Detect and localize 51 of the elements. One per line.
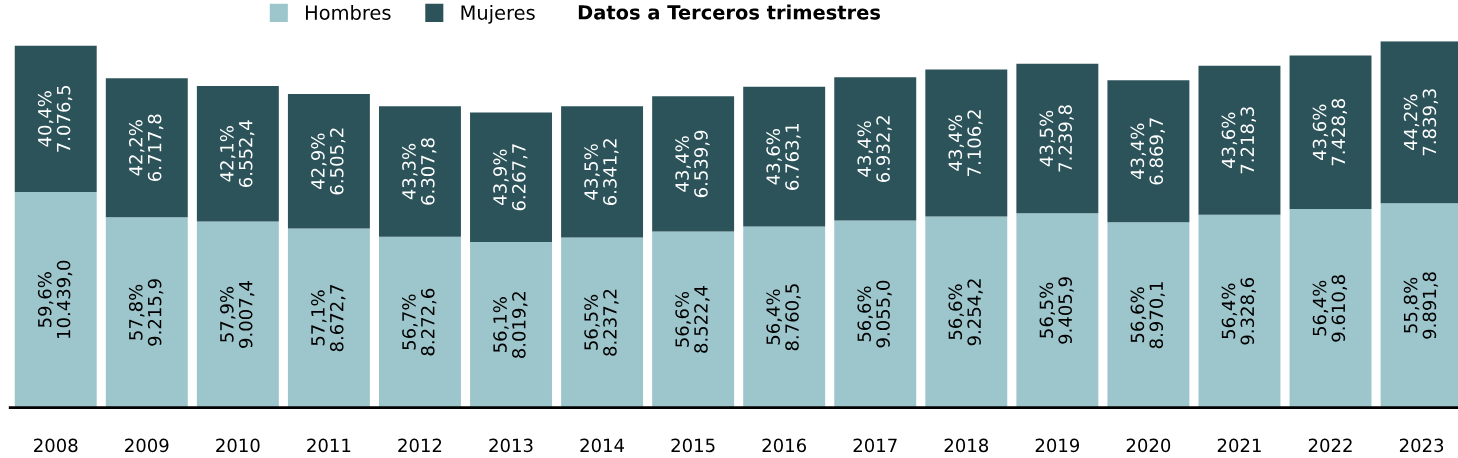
x-tick-label: 2013: [489, 438, 533, 453]
x-tick-label: 2015: [671, 438, 715, 453]
data-label: 43,4% 6.869,7: [1130, 118, 1165, 185]
x-tick-label: 2016: [762, 438, 807, 453]
data-label: 55,8% 9.891,8: [1403, 272, 1439, 339]
data-label: 43,6% 7.218,3: [1221, 107, 1256, 174]
x-tick-label: 2009: [125, 438, 169, 453]
x-tick-label: 2011: [307, 438, 351, 453]
data-label: 56,4% 8.760,5: [766, 284, 801, 351]
data-label: 56,5% 9.405,9: [1039, 277, 1074, 344]
data-label: 56,6% 8.970,1: [1130, 282, 1165, 349]
legend-label: Hombres: [305, 4, 391, 20]
data-label: 56,6% 8.522,4: [675, 286, 710, 353]
data-label: 43,5% 6.341,2: [584, 139, 619, 206]
data-label: 57,9% 9.007,4: [220, 281, 255, 348]
x-tick-label: 2019: [1035, 438, 1080, 453]
x-tick-label: 2014: [580, 438, 625, 453]
x-tick-label: 2018: [944, 438, 989, 453]
x-tick-label: 2010: [216, 438, 260, 453]
x-tick-label: 2020: [1126, 438, 1171, 453]
data-label: 56,1% 8.019,2: [493, 292, 528, 358]
data-label: 56,5% 8.237,2: [584, 289, 619, 356]
data-label: 57,1% 8.672,7: [311, 285, 346, 352]
data-label: 42,1% 6.552,4: [220, 120, 255, 187]
data-label: 57,8% 9.215,9: [128, 279, 164, 346]
data-label: 43,6% 6.763,1: [766, 123, 801, 190]
data-label: 43,4% 6.539,9: [675, 130, 710, 198]
data-label: 43,5% 7.239,8: [1039, 105, 1074, 172]
data-label: 56,4% 9.610,8: [1312, 275, 1348, 342]
data-label: 59,6% 10.439,0: [37, 260, 73, 338]
chart-title: Datos a Terceros trimestres: [578, 4, 880, 20]
x-tick-label: 2021: [1217, 438, 1261, 453]
data-label: 56,6% 9.055,0: [857, 280, 892, 348]
data-label: 44,2% 7.839,3: [1403, 89, 1439, 156]
data-label: 56,6% 9.254,2: [948, 279, 983, 346]
data-label: 43,3% 6.307,8: [402, 138, 437, 205]
x-tick-label: 2017: [853, 438, 897, 453]
data-label: 40,4% 7.076,5: [37, 85, 73, 152]
data-label: 56,4% 9.328,6: [1221, 277, 1256, 345]
data-label: 43,4% 7.106,2: [948, 110, 983, 176]
data-label: 43,6% 7.428,8: [1312, 99, 1348, 166]
x-tick-label: 2023: [1399, 438, 1444, 453]
legend-label: Mujeres: [461, 4, 535, 24]
x-tick-label: 2012: [398, 438, 442, 453]
data-label: 43,4% 6.932,2: [857, 116, 892, 183]
data-label: 56,7% 8.272,6: [402, 288, 437, 356]
data-label: 43,9% 6.267,7: [493, 144, 528, 211]
data-label: 42,9% 6.505,2: [311, 128, 346, 195]
x-tick-label: 2022: [1308, 438, 1352, 453]
data-label: 42,2% 6.717,8: [128, 114, 164, 181]
x-tick-label: 2008: [34, 438, 78, 453]
